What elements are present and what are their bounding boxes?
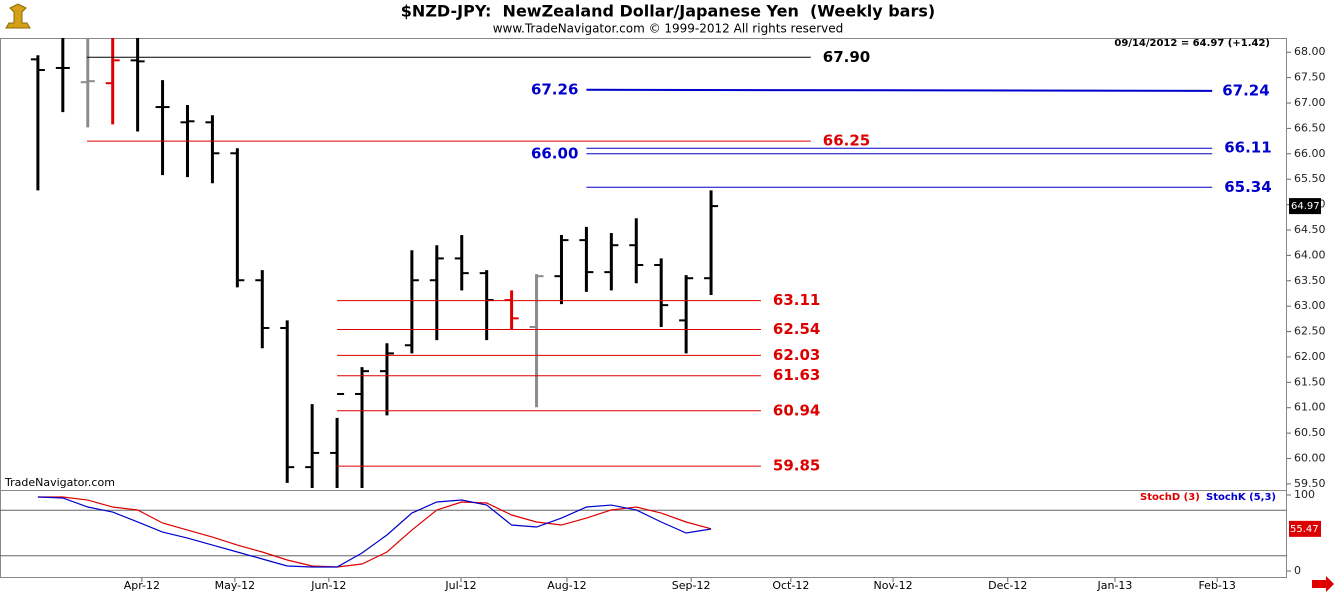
chart-subtitle: www.TradeNavigator.com © 1999-2012 All r… (493, 22, 844, 36)
y-tick-label: 66.50 (1294, 121, 1326, 134)
last-price: 64.97 (1291, 201, 1320, 212)
y-tick-label: 61.50 (1294, 375, 1326, 388)
x-tick-label: Nov-12 (874, 579, 913, 592)
level-label: 62.54 (773, 320, 820, 338)
y-tick-label: 67.00 (1294, 96, 1326, 109)
y-tick-label: 63.50 (1294, 274, 1326, 287)
level-label: 66.11 (1224, 139, 1271, 157)
y-tick-label: 68.00 (1294, 45, 1326, 58)
x-tick-label: Jul-12 (444, 579, 476, 592)
y-tick-label: 64.50 (1294, 223, 1326, 236)
level-label: 61.63 (773, 366, 820, 384)
y-tick-label: 65.50 (1294, 172, 1326, 185)
stoch-line (37, 496, 712, 568)
level-label: 60.94 (773, 401, 820, 419)
y-tick-label: 62.00 (1294, 350, 1326, 363)
level-label: 67.24 (1222, 81, 1269, 99)
plot-frame (0, 38, 1287, 578)
level-label: 59.85 (773, 457, 820, 475)
level-label: 66.00 (531, 144, 578, 162)
x-tick-label: Dec-12 (988, 579, 1027, 592)
x-tick-label: Apr-12 (124, 579, 160, 592)
x-tick-label: Aug-12 (547, 579, 586, 592)
level-label: 67.90 (823, 48, 870, 66)
chart-title: $NZD-JPY: NewZealand Dollar/Japanese Yen… (401, 2, 935, 21)
price-bars (30, 38, 719, 488)
x-tick-label: Sep-12 (672, 579, 711, 592)
level-label: 63.11 (773, 291, 820, 309)
y-tick-label: 100 (1294, 488, 1315, 501)
y-tick-label: 63.00 (1294, 299, 1326, 312)
y-tick-label: 0 (1294, 564, 1301, 577)
stoch-lines (37, 496, 712, 568)
level-label: 65.34 (1224, 178, 1271, 196)
level-label: 67.26 (531, 80, 578, 98)
x-tick-label: May-12 (215, 579, 256, 592)
last-value: 55.47 (1290, 524, 1319, 535)
x-tick-label: Jun-12 (310, 579, 346, 592)
y-tick-label: 62.50 (1294, 325, 1326, 338)
y-tick-label: 64.00 (1294, 248, 1326, 261)
level-label: 62.03 (773, 346, 820, 364)
logo (5, 3, 31, 29)
watermark: TradeNavigator.com (4, 476, 115, 489)
last-price-box (1289, 198, 1321, 215)
y-tick-label: 59.50 (1294, 477, 1326, 490)
price-info: 09/14/2012 = 64.97 (+1.42) (1114, 38, 1270, 49)
level-line (586, 88, 1213, 92)
x-tick-label: Oct-12 (772, 579, 809, 592)
y-tick-label: 67.50 (1294, 71, 1326, 84)
legend-entry: StochD (3) (1140, 492, 1200, 503)
legend-entry: StochK (5,3) (1206, 492, 1276, 503)
stoch-line (37, 496, 712, 568)
level-label: 66.25 (823, 132, 870, 150)
x-tick-label: Jan-13 (1096, 579, 1132, 592)
y-tick-label: 66.00 (1294, 147, 1326, 160)
last-value-box (1289, 520, 1321, 537)
x-tick-label: Feb-13 (1198, 579, 1235, 592)
scroll-arrow[interactable] (1312, 576, 1334, 592)
y-tick-label: 60.50 (1294, 426, 1326, 439)
y-tick-label: 61.00 (1294, 401, 1326, 414)
y-tick-label: 60.00 (1294, 452, 1326, 465)
